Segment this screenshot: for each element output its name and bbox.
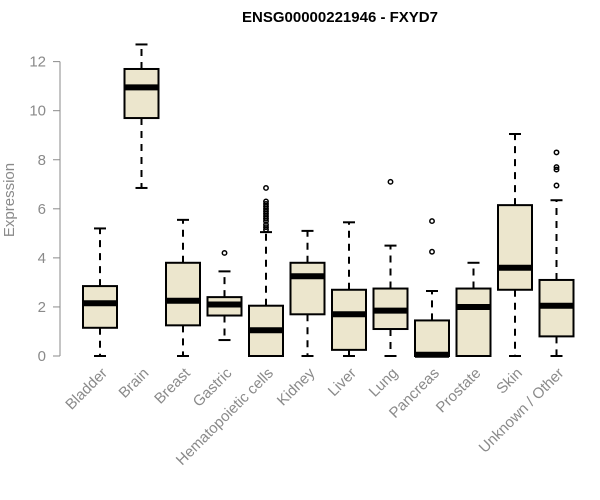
outlier-point (263, 224, 269, 231)
outlier-point (553, 166, 560, 173)
box-group (538, 149, 575, 357)
box-group (331, 221, 367, 357)
box-group (165, 218, 201, 357)
outlier-point (387, 178, 394, 185)
y-tick-label: 2 (38, 299, 46, 316)
y-tick-label: 6 (38, 201, 46, 218)
box-body (123, 67, 160, 120)
x-tick-label: Kidney (274, 364, 319, 409)
box-group (455, 261, 492, 357)
outlier-point (553, 149, 560, 156)
outlier-point (429, 218, 435, 225)
box-group (372, 178, 409, 357)
box-body (414, 319, 450, 357)
box-body (331, 288, 367, 351)
box-group (414, 218, 450, 358)
box-group (289, 229, 326, 357)
y-tick-label: 10 (29, 103, 46, 120)
y-axis: 0 2 4 6 8 10 12 (29, 54, 61, 365)
x-tick-label: Lung (366, 365, 402, 401)
y-tick-label: 0 (38, 348, 46, 365)
box-body (82, 285, 118, 329)
box-body (289, 261, 326, 316)
box-group (82, 227, 118, 357)
outlier-point (429, 248, 435, 255)
x-tick-label: Brain (116, 365, 153, 402)
y-tick-label: 8 (38, 152, 46, 169)
outlier-point (263, 200, 269, 207)
box-group (206, 250, 243, 342)
y-tick-label: 12 (29, 54, 46, 71)
chart-title: ENSG00000221946 - FXYD7 (242, 9, 438, 26)
outlier-point (221, 250, 228, 256)
box-body (165, 261, 201, 327)
box-body (497, 204, 533, 291)
boxes-layer (82, 43, 575, 358)
outlier-point (263, 185, 269, 191)
outlier-point (263, 198, 269, 205)
y-tick-label: 4 (38, 250, 46, 267)
outlier-point (553, 164, 560, 171)
x-tick-label: Liver (325, 365, 360, 400)
x-tick-label: Skin (493, 365, 526, 398)
box-body (455, 287, 492, 357)
outlier-point (553, 182, 560, 189)
x-tick-label: Breast (151, 364, 194, 407)
x-tick-label: Bladder (62, 365, 111, 414)
box-group (248, 185, 284, 357)
x-tick-label: Prostate (433, 365, 485, 417)
y-axis-label: Expression (1, 163, 18, 237)
box-group (497, 132, 533, 357)
box-group (123, 43, 160, 189)
